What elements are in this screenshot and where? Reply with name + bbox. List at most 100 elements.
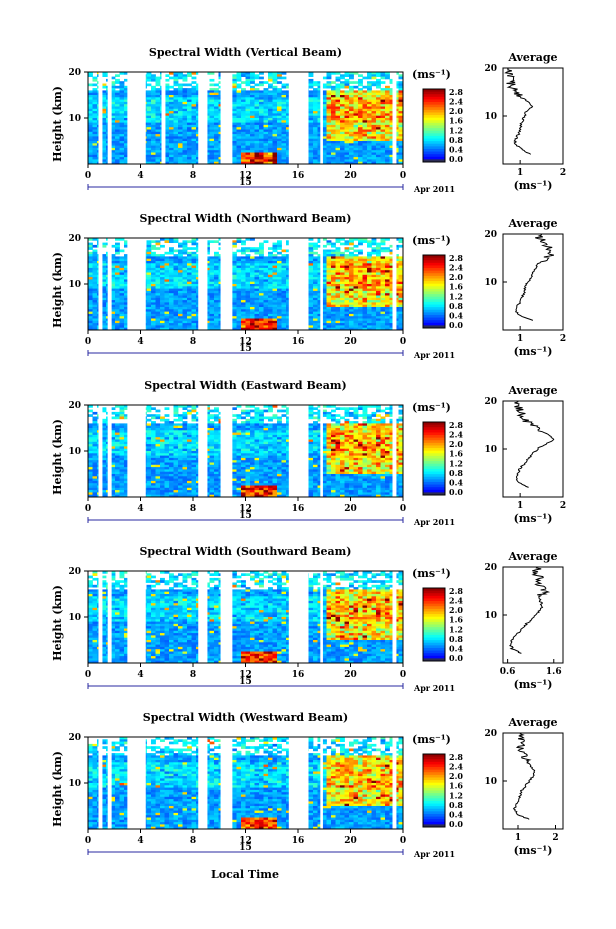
heat-cell <box>340 267 345 271</box>
heat-cell <box>250 129 255 133</box>
heat-cell <box>110 293 116 296</box>
heat-cell <box>119 238 125 241</box>
heat-cell <box>164 240 170 243</box>
heat-cell <box>232 242 237 246</box>
heat-cell <box>92 288 98 292</box>
heat-cell <box>155 122 161 126</box>
heat-cell <box>286 154 291 158</box>
heat-cell <box>187 313 192 317</box>
heat-cell <box>245 277 251 280</box>
heat-cell <box>236 92 242 96</box>
heat-cell <box>371 313 377 317</box>
heat-cell <box>398 244 403 248</box>
heat-cell <box>308 313 314 317</box>
heat-cell <box>236 300 242 303</box>
heat-cell <box>268 143 273 146</box>
heat-cell <box>241 272 246 276</box>
heat-cell <box>101 300 107 303</box>
heat-cell <box>254 97 260 100</box>
heat-cell <box>191 131 197 135</box>
heat-cell <box>205 251 210 255</box>
heat-cell <box>367 99 372 103</box>
heat-cell <box>209 290 215 294</box>
heat-cell <box>371 113 377 117</box>
heat-cell <box>232 286 237 289</box>
heat-cell <box>367 318 372 322</box>
heat-cell <box>394 131 399 135</box>
heat-cell <box>277 108 282 112</box>
heat-cell <box>214 281 219 285</box>
heat-cell <box>394 288 399 292</box>
heat-cell <box>187 274 192 278</box>
heat-cell <box>326 131 332 135</box>
heat-cell <box>110 297 116 301</box>
heat-cell <box>151 270 156 273</box>
heat-cell <box>398 138 403 142</box>
heat-cell <box>232 161 237 164</box>
heat-cell <box>245 281 251 285</box>
heat-cell <box>250 118 255 121</box>
heat-cell <box>164 78 170 82</box>
heat-cell <box>92 272 98 276</box>
heat-cell <box>394 316 399 319</box>
heat-cell <box>331 104 336 107</box>
heat-cell <box>254 83 260 87</box>
heat-cell <box>205 261 210 264</box>
heat-cell <box>214 316 219 319</box>
heat-cell <box>236 122 242 126</box>
heat-cell <box>110 272 116 276</box>
heat-cell <box>385 313 390 317</box>
heat-cell <box>88 72 93 75</box>
heat-cell <box>281 254 287 257</box>
heat-cell <box>155 138 161 142</box>
heat-cell <box>331 127 336 130</box>
heat-cell <box>308 101 314 105</box>
heat-cell <box>155 316 161 319</box>
heat-cell <box>169 97 174 100</box>
heat-cell <box>362 95 368 98</box>
heat-cell <box>146 147 152 151</box>
heat-cell <box>308 138 314 142</box>
heat-cell <box>331 113 336 117</box>
heat-cell <box>362 265 368 269</box>
heat-cell <box>308 307 314 310</box>
heat-cell <box>173 90 179 94</box>
heat-cell <box>191 300 197 303</box>
heat-cell <box>151 293 156 296</box>
heat-cell <box>241 92 246 96</box>
heat-cell <box>272 313 278 317</box>
heat-cell <box>173 274 179 278</box>
heat-cell <box>236 159 242 163</box>
heat-cell <box>308 304 314 308</box>
heat-cell <box>191 279 197 283</box>
heat-cell <box>362 320 368 324</box>
heat-cell <box>385 95 390 98</box>
heat-cell <box>151 150 156 153</box>
heat-cell <box>263 304 269 308</box>
heat-cell <box>385 263 390 266</box>
heat-cell <box>371 261 377 264</box>
heat-cell <box>88 293 93 296</box>
heat-cell <box>115 307 120 310</box>
heat-cell <box>349 161 354 164</box>
heat-cell <box>326 108 332 112</box>
heat-cell <box>164 152 170 156</box>
heat-cell <box>335 274 341 278</box>
heat-cell <box>124 124 129 128</box>
heat-cell <box>173 129 179 133</box>
colorbar-segment <box>423 146 445 150</box>
heat-cell <box>349 122 354 126</box>
heat-cell <box>169 286 174 289</box>
heat-cell <box>308 150 314 153</box>
heat-cell <box>335 309 341 312</box>
heat-cell <box>115 74 120 77</box>
heat-cell <box>182 76 188 80</box>
heat-cell <box>380 320 386 324</box>
heat-cell <box>119 311 125 315</box>
heat-cell <box>376 286 381 289</box>
heat-cell <box>317 263 323 266</box>
heat-cell <box>232 244 237 248</box>
heat-cell <box>173 101 179 105</box>
heat-cell <box>101 127 107 130</box>
heat-cell <box>236 152 242 156</box>
